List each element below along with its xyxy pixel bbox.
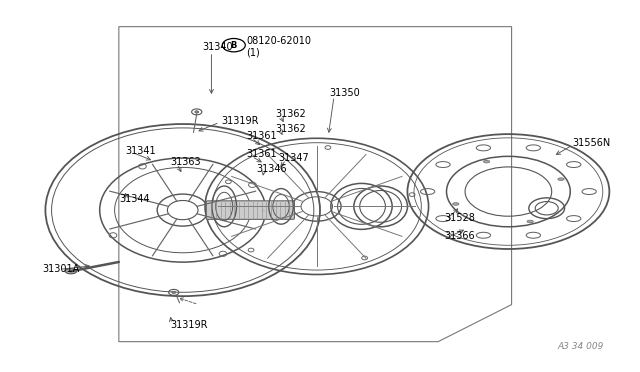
Text: 31362: 31362 [275, 124, 306, 134]
Text: 31341: 31341 [125, 146, 156, 156]
Ellipse shape [65, 269, 77, 274]
Text: 08120-62010
(1): 08120-62010 (1) [246, 36, 312, 58]
Text: 31319R: 31319R [170, 320, 207, 330]
Text: 31347: 31347 [278, 153, 309, 163]
Text: 31363: 31363 [170, 157, 200, 167]
Text: 31361: 31361 [246, 150, 277, 160]
Text: 31556N: 31556N [572, 138, 611, 148]
Text: 31319R: 31319R [221, 116, 259, 126]
Text: 31344: 31344 [119, 194, 150, 204]
Circle shape [195, 111, 198, 113]
Text: 31528: 31528 [445, 212, 476, 222]
Text: 31362: 31362 [275, 109, 306, 119]
Text: 31346: 31346 [256, 164, 287, 174]
Ellipse shape [452, 203, 459, 205]
Text: 31340: 31340 [202, 42, 232, 52]
Ellipse shape [527, 220, 533, 223]
FancyBboxPatch shape [206, 201, 294, 219]
Ellipse shape [483, 160, 490, 163]
Text: B: B [230, 41, 237, 50]
Ellipse shape [558, 178, 564, 180]
Text: 31366: 31366 [445, 231, 475, 241]
Text: 31350: 31350 [330, 88, 360, 98]
Circle shape [172, 291, 175, 294]
Text: 31301A: 31301A [42, 264, 79, 275]
Text: A3 34 009: A3 34 009 [558, 342, 604, 351]
Text: 31361: 31361 [246, 131, 277, 141]
